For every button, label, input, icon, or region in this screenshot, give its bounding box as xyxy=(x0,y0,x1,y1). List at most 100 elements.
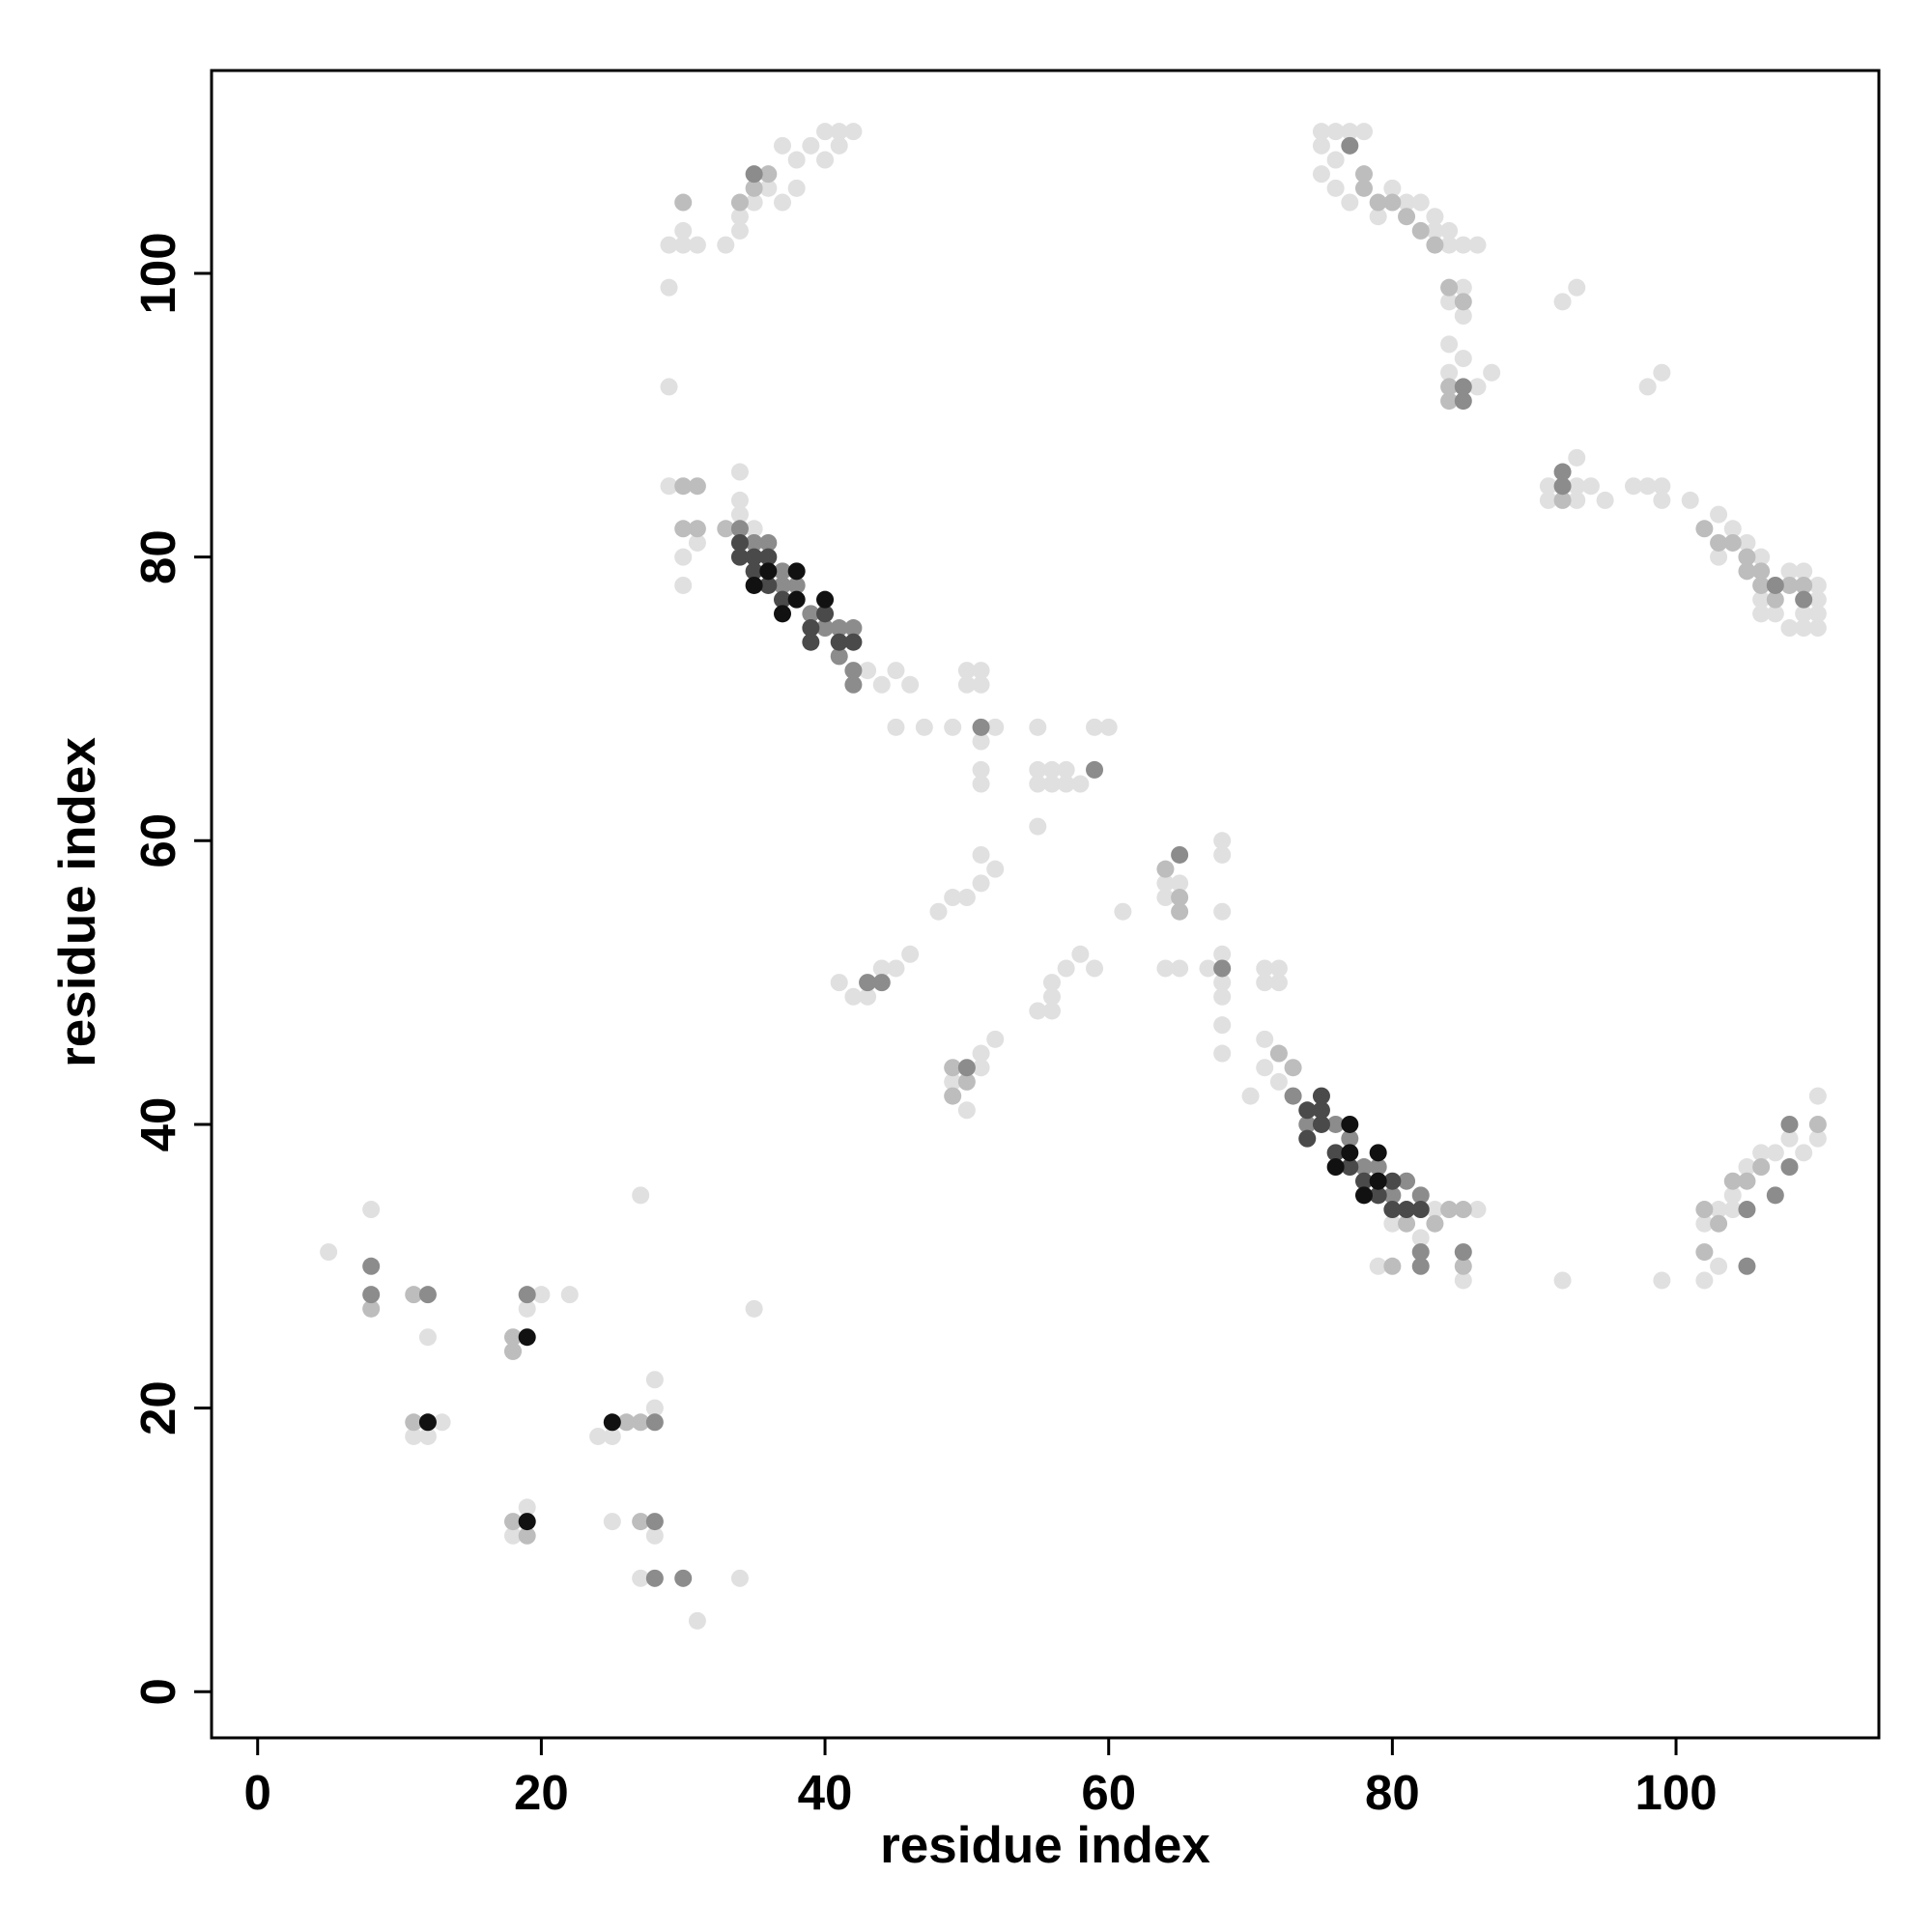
contact-point xyxy=(957,889,976,907)
x-tick-label: 60 xyxy=(1081,1765,1136,1820)
contact-point xyxy=(901,945,920,963)
contact-point xyxy=(816,590,835,609)
contact-point xyxy=(802,619,820,638)
contact-point xyxy=(1171,902,1189,921)
contact-point xyxy=(844,123,863,141)
contact-point xyxy=(730,520,749,538)
contact-point xyxy=(1326,179,1345,197)
contact-point xyxy=(1468,1201,1487,1219)
contact-point xyxy=(1638,477,1657,496)
contact-point xyxy=(1553,463,1572,481)
contact-point xyxy=(745,165,763,184)
contact-point xyxy=(787,576,806,594)
contact-point xyxy=(1738,562,1756,581)
contact-point xyxy=(1440,236,1459,254)
contact-point xyxy=(1738,1201,1756,1219)
contact-point xyxy=(802,605,820,623)
contact-point xyxy=(759,548,778,566)
contact-point xyxy=(844,662,863,680)
contact-point xyxy=(1086,760,1104,779)
contact-point xyxy=(1042,974,1061,992)
contact-point xyxy=(405,1413,423,1432)
contact-point xyxy=(418,1328,437,1347)
contact-point xyxy=(1057,760,1075,779)
contact-point xyxy=(972,874,990,893)
contact-point xyxy=(1653,477,1671,496)
contact-point xyxy=(972,760,990,779)
contact-point xyxy=(730,208,749,226)
contact-point xyxy=(1213,987,1232,1006)
contact-point xyxy=(1426,1214,1444,1233)
contact-point xyxy=(986,718,1005,736)
contact-point xyxy=(1099,718,1118,736)
contact-point xyxy=(1029,817,1047,836)
contact-point xyxy=(1213,945,1232,963)
contact-point xyxy=(1454,392,1472,411)
contact-point xyxy=(957,675,976,694)
contact-point xyxy=(1738,1158,1756,1177)
contact-point xyxy=(1326,123,1345,141)
contact-point xyxy=(1312,136,1330,155)
contact-point xyxy=(362,1257,381,1275)
contact-point xyxy=(1284,1059,1302,1077)
contact-point xyxy=(688,236,706,254)
contact-point xyxy=(674,236,693,254)
contact-point xyxy=(929,902,948,921)
contact-point xyxy=(660,236,678,254)
contact-point xyxy=(632,1186,650,1205)
contact-point xyxy=(944,1072,962,1091)
contact-point xyxy=(617,1413,636,1432)
contact-point xyxy=(1256,974,1274,992)
contact-point xyxy=(915,718,933,736)
x-tick-label: 40 xyxy=(798,1765,853,1820)
contact-point xyxy=(1766,605,1784,623)
contact-point xyxy=(660,378,678,396)
contact-point xyxy=(1795,619,1813,638)
contact-point xyxy=(1723,520,1742,538)
contact-point xyxy=(745,193,763,212)
contact-point xyxy=(1312,1101,1330,1120)
contact-point xyxy=(1795,1144,1813,1162)
contact-point xyxy=(844,633,863,651)
contact-point xyxy=(830,136,848,155)
contact-point xyxy=(1383,1201,1402,1219)
contact-point xyxy=(1341,1129,1359,1148)
contact-point xyxy=(1029,775,1047,793)
contact-point xyxy=(1808,1087,1827,1105)
contact-point xyxy=(830,647,848,666)
contact-point xyxy=(1269,1044,1288,1063)
contact-point xyxy=(1383,1186,1402,1205)
contact-point xyxy=(1766,1186,1784,1205)
contact-point xyxy=(674,576,693,594)
contact-point xyxy=(1766,576,1784,594)
contact-point xyxy=(773,605,791,623)
contact-point xyxy=(1326,1144,1345,1162)
contact-point xyxy=(717,520,735,538)
contact-point xyxy=(887,662,905,680)
contact-point xyxy=(1213,959,1232,978)
contact-point xyxy=(1369,1158,1387,1177)
contact-point xyxy=(1383,1257,1402,1275)
contact-point xyxy=(1483,363,1501,382)
contact-point xyxy=(1653,1271,1671,1290)
contact-point xyxy=(1269,974,1288,992)
contact-point xyxy=(1029,718,1047,736)
contact-point xyxy=(944,1059,962,1077)
contact-point xyxy=(773,136,791,155)
contact-point xyxy=(972,675,990,694)
contact-point xyxy=(1369,1172,1387,1190)
contact-point xyxy=(1398,193,1416,212)
contact-point xyxy=(759,533,778,552)
contact-point xyxy=(1383,179,1402,197)
contact-point xyxy=(1298,1101,1317,1120)
contact-point xyxy=(645,1513,664,1531)
contact-point xyxy=(1440,378,1459,396)
contact-point xyxy=(674,1569,693,1587)
contact-point xyxy=(645,1399,664,1417)
x-tick-label: 80 xyxy=(1365,1765,1420,1820)
contact-point xyxy=(1411,1186,1430,1205)
contact-point xyxy=(418,1286,437,1304)
contact-point xyxy=(418,1413,437,1432)
contact-point xyxy=(1369,1186,1387,1205)
